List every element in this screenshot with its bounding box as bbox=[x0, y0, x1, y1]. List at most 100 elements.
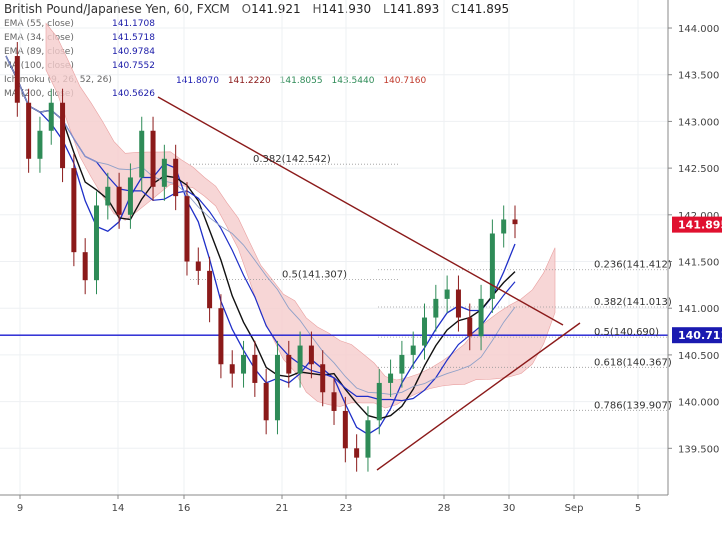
ichimoku-base-value: 141.2220 bbox=[227, 76, 271, 86]
candle-body bbox=[139, 130, 145, 178]
candle-body bbox=[48, 102, 54, 131]
ohlc-low: L141.893 bbox=[383, 2, 440, 16]
indicator-ema-55[interactable]: EMA (55, close) 141.1708 bbox=[4, 19, 155, 29]
cloud-band bbox=[45, 22, 556, 409]
candle-body bbox=[331, 392, 337, 411]
last-price-badge-bg bbox=[672, 216, 722, 233]
indicator-ema-34[interactable]: EMA (34, close) 141.5718 bbox=[4, 33, 155, 43]
y-tick-label: 143.000 bbox=[678, 117, 719, 128]
candle-body bbox=[150, 130, 156, 187]
y-tick-label: 139.500 bbox=[678, 444, 719, 455]
ichimoku-cloud bbox=[45, 22, 556, 409]
x-tick-label: 23 bbox=[340, 503, 353, 514]
y-tick-label: 140.500 bbox=[678, 351, 719, 362]
ma-200-line bbox=[5, 55, 516, 395]
y-tick-label: 141.000 bbox=[678, 304, 719, 315]
candle-body bbox=[82, 252, 88, 281]
ema-34-line bbox=[5, 55, 516, 436]
fib-label: 0.5(141.307) bbox=[282, 270, 347, 281]
candle-body bbox=[399, 354, 405, 374]
chart-grid bbox=[0, 0, 668, 495]
candle-body bbox=[14, 56, 20, 103]
candle-body bbox=[263, 382, 269, 421]
candle-body bbox=[342, 410, 348, 449]
x-tick-label: 5 bbox=[635, 503, 641, 514]
candle-body bbox=[501, 219, 507, 234]
ema-55-line bbox=[5, 55, 516, 420]
ohlc-open: O141.921 bbox=[241, 2, 301, 16]
candle-body bbox=[286, 354, 292, 374]
x-tick-label: 9 bbox=[17, 503, 23, 514]
chart-axes bbox=[0, 0, 669, 496]
support-level-badge-bg bbox=[672, 327, 722, 344]
candle-body bbox=[71, 168, 77, 253]
candle-body bbox=[207, 270, 213, 309]
candle-body bbox=[388, 373, 394, 383]
candle-body bbox=[512, 219, 518, 225]
x-tick-label: 30 bbox=[503, 503, 516, 514]
x-axis-ticks: 9 14 16 21 23 28 30 Sep 5 bbox=[17, 495, 641, 514]
y-tick-label: 141.500 bbox=[678, 258, 719, 269]
candle-body bbox=[241, 354, 247, 374]
candle-body bbox=[161, 158, 167, 187]
candle-body bbox=[467, 317, 473, 337]
y-tick-label: 142.500 bbox=[678, 164, 719, 175]
x-tick-label: 16 bbox=[178, 503, 191, 514]
chart-title: British Pound/Japanese Yen, 60, FXCM bbox=[4, 2, 230, 16]
indicator-ma-200[interactable]: MA (200, close) 140.5626 bbox=[4, 89, 155, 99]
candle-body bbox=[455, 289, 461, 318]
candle-body bbox=[127, 177, 133, 215]
candle-body bbox=[274, 354, 280, 421]
price-candles bbox=[14, 42, 518, 472]
candle-body bbox=[93, 205, 99, 281]
fib-label: 0.382(141.013) bbox=[594, 297, 672, 308]
candle-body bbox=[218, 308, 224, 365]
candle-body bbox=[252, 354, 258, 383]
ichimoku-conversion-value: 141.8070 bbox=[176, 76, 219, 86]
indicator-ma-100[interactable]: MA (100, close) 140.7552 bbox=[4, 61, 155, 71]
moving-averages bbox=[0, 55, 668, 436]
chart-header: British Pound/Japanese Yen, 60, FXCM O14… bbox=[4, 2, 509, 16]
candle-body bbox=[229, 364, 235, 374]
fib-label: 0.786(139.907) bbox=[594, 400, 672, 411]
x-tick-label: Sep bbox=[565, 503, 584, 514]
candle-body bbox=[173, 158, 179, 197]
x-tick-label: 28 bbox=[438, 503, 451, 514]
price-badges: 141.895 140.711 bbox=[672, 216, 725, 344]
candle-body bbox=[376, 382, 382, 421]
y-tick-label: 143.500 bbox=[678, 71, 719, 82]
candle-body bbox=[478, 298, 484, 337]
candle-body bbox=[410, 345, 416, 355]
candle-body bbox=[105, 186, 111, 206]
candle-body bbox=[354, 448, 360, 458]
candle-body bbox=[195, 261, 201, 271]
candle-body bbox=[60, 102, 66, 169]
candle-body bbox=[116, 186, 122, 215]
ohlc-close: C141.895 bbox=[451, 2, 510, 16]
trendline-lower bbox=[376, 322, 581, 471]
candle-body bbox=[26, 102, 32, 159]
candle-body bbox=[444, 289, 450, 299]
candle-body bbox=[297, 345, 303, 374]
candle-body bbox=[422, 317, 428, 346]
candle-body bbox=[184, 196, 190, 262]
candle-body bbox=[37, 130, 43, 159]
trendlines bbox=[157, 96, 581, 471]
fibonacci-levels bbox=[190, 163, 668, 411]
trendline-upper bbox=[157, 96, 564, 326]
y-tick-label: 142.000 bbox=[678, 211, 719, 222]
candle-body bbox=[308, 345, 314, 365]
last-price-badge-text: 141.895 bbox=[678, 219, 725, 232]
fib-label: 0.382(142.542) bbox=[253, 154, 331, 165]
ichimoku-lagging-value: 141.8055 bbox=[279, 76, 323, 86]
ichimoku-values: 141.8070 141.2220 141.8055 143.5440 140.… bbox=[176, 76, 426, 86]
ichimoku-span-a-value: 143.5440 bbox=[331, 76, 375, 86]
x-tick-label: 14 bbox=[112, 503, 125, 514]
candle-body bbox=[433, 298, 439, 318]
candle-body bbox=[489, 233, 495, 299]
indicator-ema-89[interactable]: EMA (89, close) 140.9784 bbox=[4, 47, 155, 57]
fib-label: 0.236(141.412) bbox=[594, 260, 672, 271]
fibonacci-labels: 0.382(142.542) 0.5(141.307) 0.236(141.412)… bbox=[253, 154, 672, 411]
y-tick-label: 144.000 bbox=[678, 24, 719, 35]
